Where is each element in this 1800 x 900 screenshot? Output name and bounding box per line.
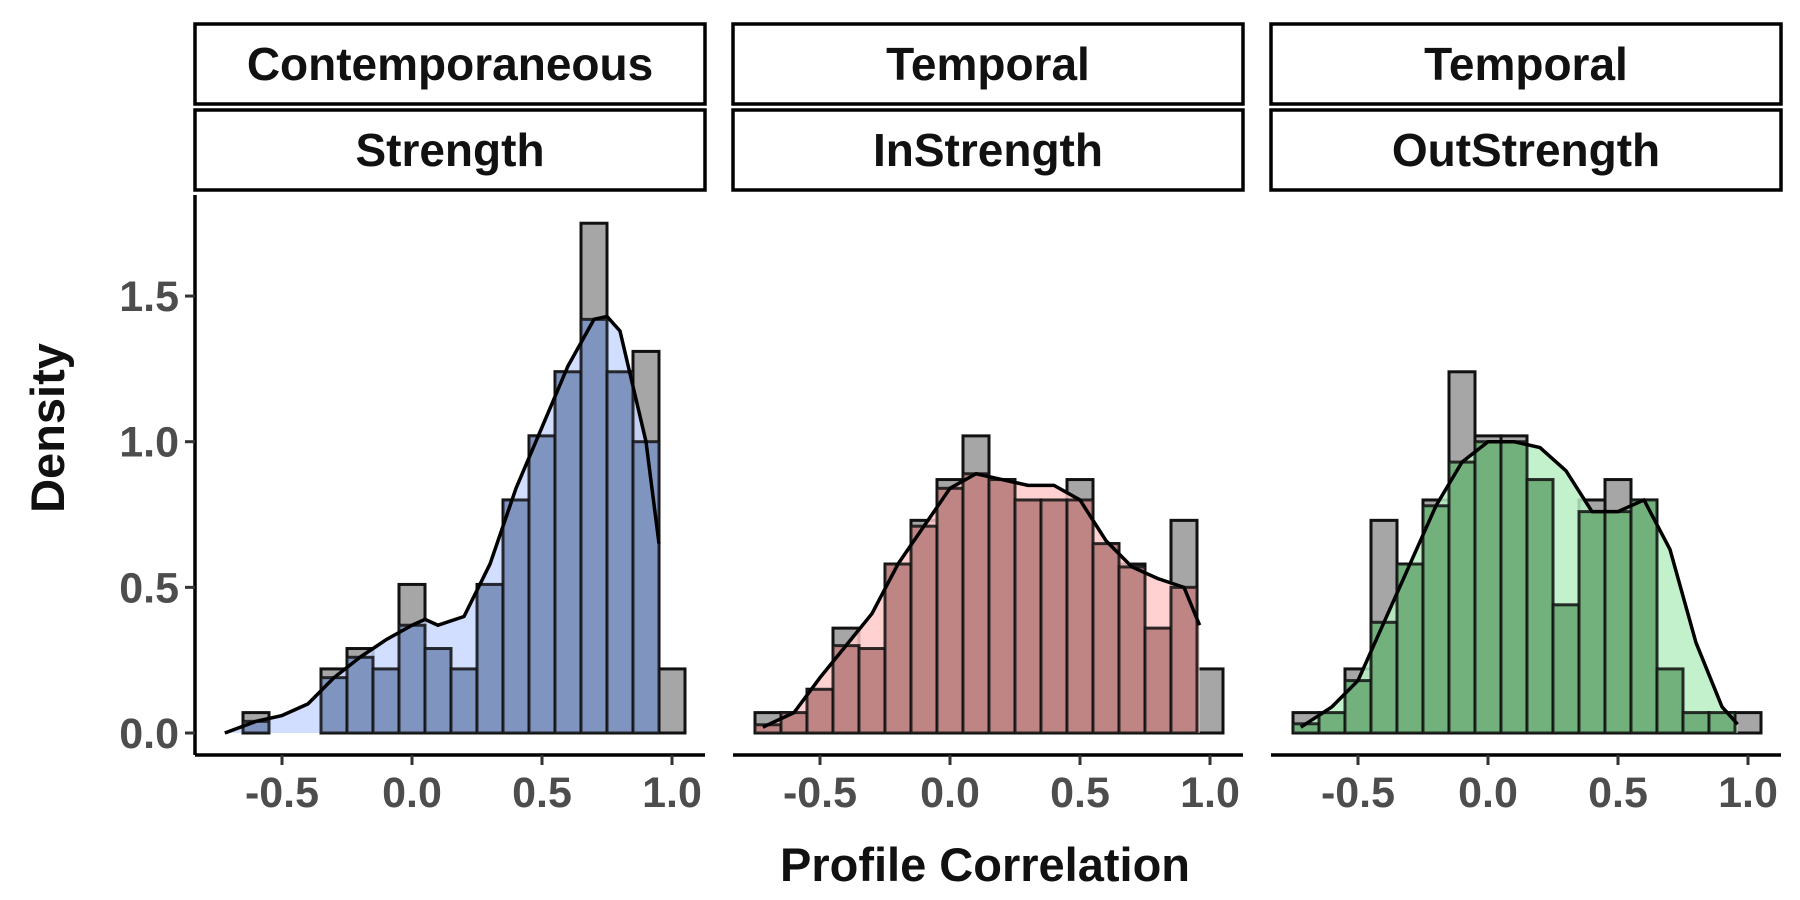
overlap-bar: [1525, 478, 1555, 735]
overlap-bar: [805, 687, 835, 735]
overlap-bar: [1421, 504, 1451, 735]
facet-strip-label: Temporal: [886, 38, 1090, 90]
x-tick-label: 0.0: [920, 769, 980, 817]
facet-strip-box: [731, 108, 1245, 192]
overlap-bar: [883, 562, 913, 735]
overlap-bar: [1655, 667, 1685, 735]
facet-strip-label: OutStrength: [1392, 124, 1660, 176]
overlap-bar: [1317, 711, 1347, 735]
overlap-bar: [449, 667, 479, 735]
overlap-bar: [579, 317, 609, 735]
y-tick-label: 0.0: [119, 710, 179, 758]
overlap-bar: [423, 647, 453, 735]
overlap-bar: [1091, 542, 1121, 735]
overlap-bar: [857, 647, 887, 735]
density-curve: [224, 314, 661, 735]
overlap-bar: [987, 478, 1017, 735]
overlap-bar: [1013, 498, 1043, 735]
overlap-bar: [475, 582, 505, 735]
facet-strip-box: [1269, 108, 1783, 192]
overlap-bar: [909, 524, 939, 735]
overlap-bar: [1629, 498, 1659, 735]
x-tick-label: 0.5: [1050, 769, 1110, 817]
facet-outstrength: Temporal OutStrength -0.5 0.0 0.5 1.0: [1269, 22, 1783, 817]
facet-strip-box: [193, 108, 707, 192]
overlap-bar: [501, 498, 531, 735]
overlap-bar: [1039, 498, 1069, 735]
x-tick-label: -0.5: [783, 769, 857, 817]
density-curve: [762, 471, 1202, 729]
facet-strip-box: [731, 22, 1245, 106]
x-tick-label: 0.5: [1588, 769, 1648, 817]
y-axis-title: Density: [21, 343, 74, 513]
x-tick-label: 0.5: [512, 769, 572, 817]
facet-strip-label: Strength: [355, 124, 544, 176]
x-tick-label: 0.0: [1458, 769, 1518, 817]
x-tick-label: -0.5: [245, 769, 319, 817]
x-tick-label: 1.0: [1180, 769, 1240, 817]
overlap-bar: [935, 486, 965, 735]
facet-strip-box: [1269, 22, 1783, 106]
facet-strip-box: [193, 22, 707, 106]
overlap-bar: [1603, 510, 1633, 735]
overlap-bar: [371, 667, 401, 735]
overlap-bar: [345, 655, 375, 735]
facet-strip-label: Temporal: [1424, 38, 1628, 90]
facet-panels: Contemporaneous Strength -0.5 0.0 0.5 1.0 0.0 0…: [119, 22, 1783, 817]
overlap-bar: [397, 623, 427, 735]
x-tick-label: -0.5: [1321, 769, 1395, 817]
overlap-bar: [1447, 460, 1477, 735]
histogram-bar: [1195, 667, 1225, 735]
histogram-bar: [657, 667, 687, 735]
overlap-bar: [1473, 440, 1503, 735]
overlap-bar: [1395, 562, 1425, 735]
facet-strength: Contemporaneous Strength -0.5 0.0 0.5 1.0 0.0 0…: [119, 22, 707, 817]
x-tick-label: 1.0: [1718, 769, 1778, 817]
overlap-bar: [1143, 626, 1173, 735]
overlap-bar: [1499, 440, 1529, 735]
overlap-bar: [631, 440, 661, 735]
facet-strip-label: InStrength: [873, 124, 1103, 176]
x-tick-label: 0.0: [382, 769, 442, 817]
overlap-bar: [527, 434, 557, 735]
x-tick-label: 1.0: [642, 769, 702, 817]
x-axis-title: Profile Correlation: [780, 838, 1190, 891]
overlap-bar: [1681, 711, 1711, 735]
y-tick-label: 0.5: [119, 564, 179, 612]
overlap-bar: [961, 472, 991, 735]
overlap-bar: [605, 370, 635, 735]
overlap-bar: [1577, 510, 1607, 735]
facet-instrength: Temporal InStrength -0.5 0.0 0.5 1.0: [731, 22, 1245, 817]
y-tick-label: 1.0: [119, 419, 179, 467]
facet-strip-label: Contemporaneous: [247, 38, 653, 90]
histogram-bar: [1733, 711, 1763, 735]
overlap-bar: [553, 370, 583, 735]
y-tick-label: 1.5: [119, 273, 179, 321]
density-curve: [1299, 439, 1739, 729]
overlap-bar: [1065, 498, 1095, 735]
overlap-bar: [1551, 603, 1581, 735]
overlap-bar: [1117, 565, 1147, 735]
